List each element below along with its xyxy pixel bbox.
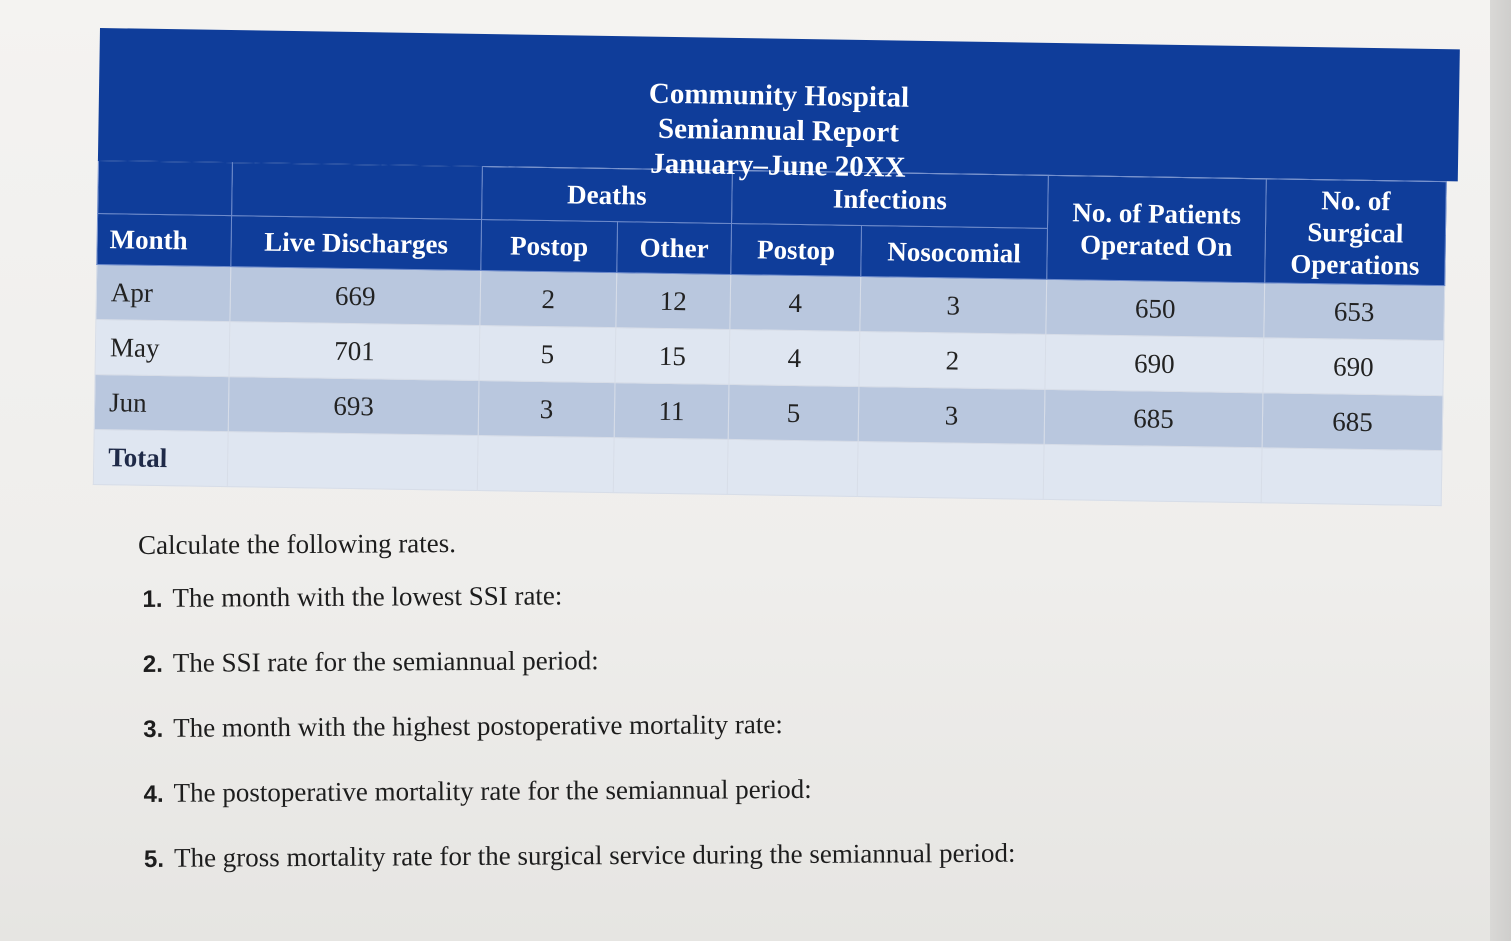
infections-nosocomial-cell: 3	[858, 386, 1045, 445]
report-table-block: Community Hospital Semiannual Report Jan…	[93, 28, 1460, 506]
question-number: 3.	[143, 715, 164, 743]
question-number: 1.	[142, 585, 163, 613]
header-blank-discharges	[231, 162, 483, 220]
infections-nosocomial-cell: 2	[858, 331, 1046, 390]
month-header: Month	[96, 213, 232, 267]
surgical-operations-header: No. of Surgical Operations	[1264, 178, 1447, 286]
total-infections-postop-cell	[727, 439, 859, 497]
question-text: The gross mortality rate for the surgica…	[173, 837, 1016, 873]
patients-operated-cell: 690	[1044, 334, 1264, 393]
deaths-postop-cell: 2	[479, 270, 617, 328]
report-title: Community Hospital Semiannual Report Jan…	[97, 28, 1460, 184]
question-item: 3. The month with the highest postoperati…	[143, 706, 1239, 744]
page-edge-shadow	[1490, 0, 1511, 941]
total-patients-operated-cell	[1043, 444, 1263, 503]
infections-postop-header: Postop	[730, 223, 862, 277]
deaths-postop-cell: 3	[478, 380, 615, 438]
question-item: 5. The gross mortality rate for the surgi…	[144, 836, 1240, 874]
total-live-discharges-cell	[227, 431, 479, 491]
total-surgical-operations-cell	[1261, 447, 1443, 506]
question-number: 4.	[143, 780, 164, 808]
deaths-other-cell: 12	[615, 272, 731, 330]
question-item: 4. The postoperative mortality rate for t…	[144, 771, 1240, 809]
live-discharges-header: Live Discharges	[230, 215, 482, 271]
infections-nosocomial-header: Nosocomial	[860, 225, 1048, 280]
exercise-questions: Calculate the following rates. 1. The mon…	[138, 523, 1240, 874]
question-number: 5.	[143, 845, 165, 873]
infections-postop-cell: 4	[728, 329, 860, 387]
patients-operated-cell: 650	[1045, 279, 1265, 338]
deaths-other-cell: 15	[614, 327, 730, 385]
surgical-operations-cell: 685	[1262, 392, 1443, 451]
question-text: The postoperative mortality rate for the…	[173, 773, 812, 808]
surgical-operations-cell: 653	[1263, 282, 1445, 341]
total-deaths-postop-cell	[477, 435, 615, 493]
question-text: The SSI rate for the semiannual period:	[172, 645, 599, 678]
question-item: 1. The month with the lowest SSI rate:	[142, 576, 1238, 614]
deaths-postop-header: Postop	[480, 219, 618, 273]
deaths-other-header: Other	[616, 221, 732, 275]
question-text: The month with the highest postoperative…	[173, 709, 783, 743]
infections-postop-cell: 5	[728, 384, 859, 442]
total-label: Total	[93, 429, 229, 487]
surgical-operations-cell: 690	[1262, 337, 1444, 396]
question-text: The month with the lowest SSI rate:	[172, 580, 563, 613]
hospital-statistics-table: Deaths Infections No. of Patients Operat…	[93, 160, 1447, 506]
month-cell: May	[95, 319, 230, 377]
live-discharges-cell: 701	[229, 321, 480, 381]
infections-nosocomial-cell: 3	[859, 276, 1047, 335]
patients-operated-cell: 685	[1044, 389, 1263, 448]
header-blank-month	[97, 160, 233, 216]
live-discharges-cell: 669	[229, 266, 481, 326]
infections-postop-cell: 4	[729, 274, 861, 332]
instructions-text: Calculate the following rates.	[138, 528, 457, 560]
deaths-postop-cell: 5	[479, 325, 616, 383]
month-cell: Jun	[94, 374, 230, 432]
total-deaths-other-cell	[613, 437, 729, 495]
patients-operated-header: No. of Patients Operated On	[1046, 175, 1267, 283]
month-cell: Apr	[95, 264, 231, 322]
question-item: 2. The SSI rate for the semiannual period…	[143, 641, 1239, 679]
total-infections-nosocomial-cell	[857, 441, 1045, 500]
question-number: 2.	[142, 650, 163, 678]
deaths-other-cell: 11	[614, 382, 729, 440]
live-discharges-cell: 693	[228, 376, 480, 436]
